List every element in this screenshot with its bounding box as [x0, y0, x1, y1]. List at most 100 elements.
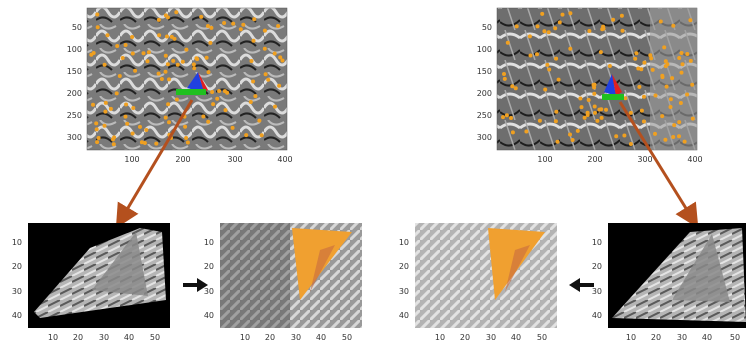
feature-point: [185, 140, 190, 145]
feature-point: [685, 52, 690, 56]
top-right-x-ticks: 100 200 300 400: [537, 155, 702, 164]
x-tick-label: 20: [460, 333, 470, 342]
feature-point: [599, 115, 604, 120]
patch-3-x-ticks: 10 20 30 40 50: [435, 333, 547, 342]
x-tick-label: 100: [537, 155, 552, 164]
feature-point: [634, 51, 639, 56]
feature-point: [660, 114, 665, 119]
feature-point: [249, 59, 254, 63]
feature-point: [165, 34, 169, 39]
feature-point: [628, 110, 633, 115]
x-tick-label: 10: [240, 333, 250, 342]
feature-point: [540, 11, 545, 16]
feature-point: [102, 123, 107, 128]
feature-point: [95, 12, 100, 17]
patch-3-panel: 10 20 30 40 10 20 30 40 50: [399, 223, 557, 342]
feature-point: [505, 40, 510, 45]
feature-point: [167, 120, 171, 125]
feature-point: [524, 129, 529, 134]
y-tick-label: 30: [592, 287, 602, 296]
x-tick-label: 100: [124, 155, 139, 164]
patch-1-y-ticks: 10 20 30 40: [12, 238, 22, 320]
feature-point: [163, 69, 168, 74]
x-tick-label: 10: [48, 333, 58, 342]
feature-point: [510, 130, 515, 135]
patch-4-y-ticks: 10 20 30 40: [592, 238, 602, 320]
feature-point: [595, 118, 600, 123]
feature-point: [263, 72, 268, 77]
feature-point: [568, 46, 573, 51]
y-tick-label: 50: [482, 23, 492, 32]
patch-4-panel: 10 20 30 40 10 20 30 40 50: [592, 223, 746, 342]
feature-point: [663, 137, 668, 142]
feature-point: [554, 109, 559, 114]
patch-3-y-ticks: 10 20 30 40: [399, 238, 409, 320]
feature-point: [103, 100, 108, 105]
feature-point: [191, 62, 196, 67]
feature-point: [662, 45, 667, 50]
feature-point: [592, 104, 597, 109]
x-tick-label: 20: [265, 333, 275, 342]
feature-point: [174, 97, 179, 102]
feature-point: [510, 84, 515, 89]
feature-point: [678, 101, 683, 105]
feature-point: [623, 96, 628, 101]
patch-2-highlight-edge: [310, 245, 335, 292]
x-tick-label: 200: [175, 155, 190, 164]
feature-point: [547, 67, 552, 72]
feature-point: [205, 24, 210, 28]
y-tick-label: 300: [477, 133, 492, 142]
feature-point: [108, 106, 113, 111]
feature-point: [142, 141, 147, 145]
feature-point: [620, 28, 625, 33]
feature-point: [130, 51, 135, 56]
feature-point: [257, 118, 262, 123]
top-right-pose-axes: [602, 74, 624, 100]
feature-point: [668, 105, 673, 109]
feature-point: [653, 131, 657, 136]
y-tick-label: 10: [399, 238, 409, 247]
feature-point: [578, 96, 583, 101]
feature-point: [183, 124, 188, 129]
feature-point: [649, 56, 654, 61]
pose-axis-red: [198, 72, 208, 92]
feature-point: [139, 140, 144, 145]
x-tick-label: 30: [99, 333, 109, 342]
feature-point: [201, 114, 206, 119]
feature-point: [535, 24, 540, 29]
pose-axis-green: [176, 89, 206, 95]
feature-point: [537, 118, 542, 123]
x-tick-label: 50: [730, 333, 740, 342]
feature-point: [679, 51, 684, 55]
pose-axis-blue: [187, 72, 204, 92]
feature-point: [251, 79, 256, 84]
feature-point: [685, 92, 690, 97]
feature-point: [180, 59, 185, 64]
feature-point: [527, 34, 532, 39]
feature-point: [208, 40, 213, 45]
feature-point: [535, 52, 539, 57]
feature-point: [579, 105, 584, 110]
feature-point: [146, 50, 151, 55]
feature-point: [248, 100, 253, 104]
feature-point: [514, 24, 519, 29]
feature-point: [690, 116, 695, 121]
feature-point: [123, 43, 128, 47]
feature-point: [276, 24, 281, 28]
feature-point: [502, 72, 506, 76]
feature-point: [215, 96, 220, 101]
y-tick-label: 30: [12, 287, 22, 296]
y-tick-label: 10: [12, 238, 22, 247]
top-left-x-ticks: 100 200 300 400: [124, 155, 292, 164]
feature-point: [175, 62, 180, 67]
feature-point: [585, 110, 590, 115]
top-right-feature-points: [501, 11, 695, 146]
feature-point: [501, 115, 505, 120]
x-tick-label: 30: [291, 333, 301, 342]
feature-point: [556, 77, 561, 82]
feature-point: [650, 67, 655, 72]
feature-point: [171, 58, 176, 63]
feature-point: [568, 11, 573, 16]
feature-point: [157, 33, 162, 38]
x-tick-label: 400: [687, 155, 702, 164]
